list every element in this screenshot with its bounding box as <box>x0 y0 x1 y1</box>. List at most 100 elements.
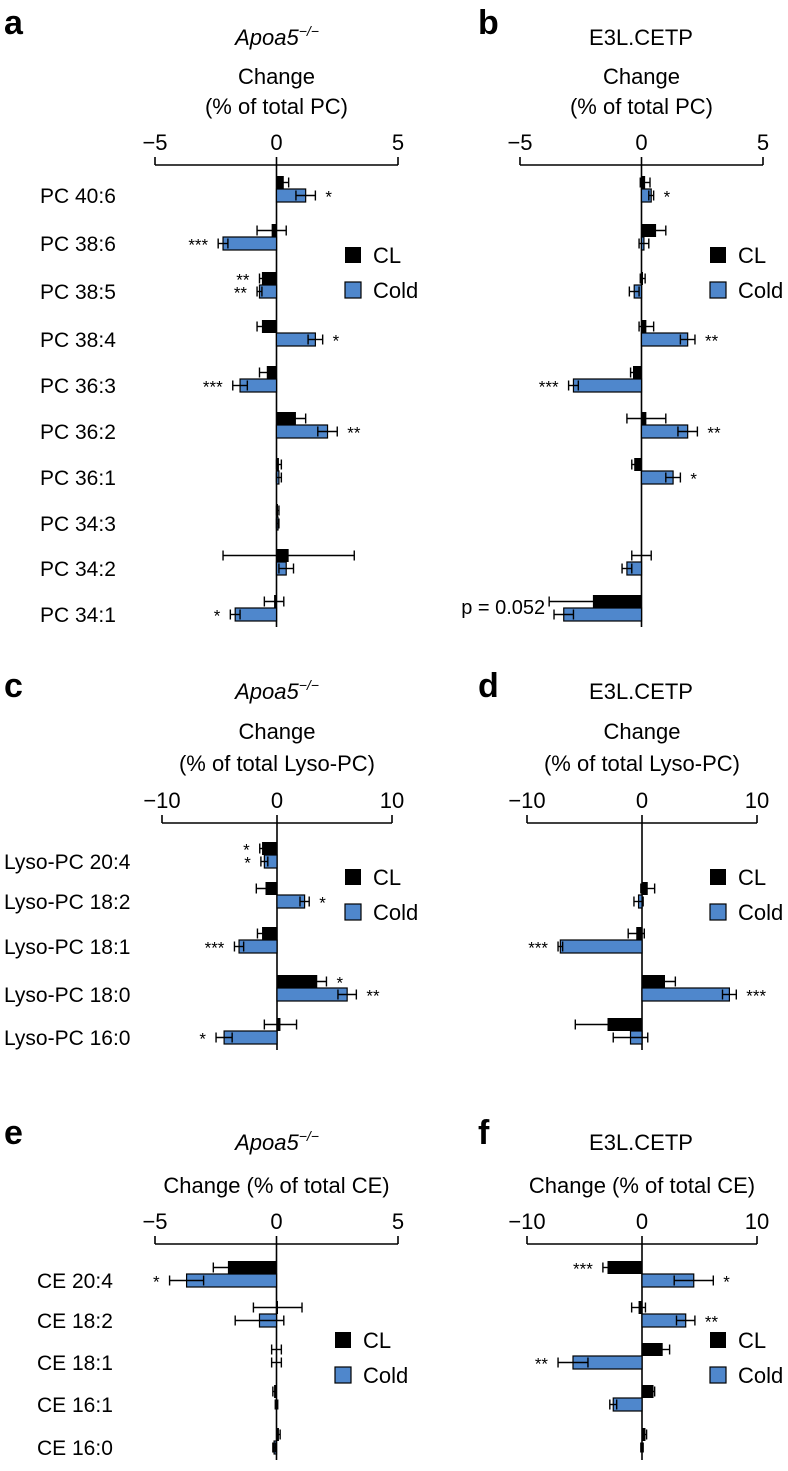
axis-title: (% of total Lyso-PC) <box>544 751 740 776</box>
legend-swatch-cl <box>710 1332 726 1348</box>
significance-label: * <box>199 1030 206 1049</box>
axis-title: Change <box>238 719 315 744</box>
axis-title: Change <box>603 64 680 89</box>
panel-title: Apoa5−/− <box>233 23 319 50</box>
significance-label: * <box>336 974 343 993</box>
x-tick-label: 0 <box>270 1209 282 1234</box>
legend-swatch-cold <box>334 1366 352 1384</box>
x-tick-label: −5 <box>142 1209 167 1234</box>
category-label: PC 36:2 <box>40 421 116 444</box>
panel-title: E3L.CETP <box>589 1130 693 1155</box>
bar-cl <box>262 927 277 940</box>
category-label: Lyso-PC 20:4 <box>4 851 131 874</box>
legend-label: Cold <box>373 900 418 925</box>
bar-cl <box>261 272 277 285</box>
category-label: PC 38:6 <box>40 233 116 256</box>
significance-label: ** <box>535 1355 549 1374</box>
bar-cl <box>642 1343 663 1356</box>
category-label: CE 20:4 <box>37 1270 113 1293</box>
category-label: PC 34:3 <box>40 513 116 536</box>
chart-panel-a: a Apoa5−/− Change (% of total PC) −5 0 5 PC 40:… <box>4 4 418 627</box>
legend-swatch-cold <box>344 281 362 299</box>
bar-cl <box>227 1261 277 1274</box>
legend-swatch-cold <box>709 1366 727 1384</box>
x-tick-label: 5 <box>757 130 769 155</box>
chart-panel-c: c Apoa5−/− Change (% of total Lyso-PC) −10 0 1… <box>4 667 418 1050</box>
legend-label: Cold <box>363 1363 408 1388</box>
significance-label: ** <box>347 424 361 443</box>
significance-label: ** <box>236 271 250 290</box>
significance-label: *** <box>205 939 225 958</box>
x-tick-label: 0 <box>636 788 648 813</box>
category-label: PC 36:1 <box>40 467 116 490</box>
panel-letter: e <box>4 1114 23 1152</box>
x-tick-label: −5 <box>142 130 167 155</box>
legend-swatch-cl <box>710 247 726 263</box>
legend-label: CL <box>373 243 401 268</box>
significance-label: * <box>244 854 251 873</box>
x-tick-label: 5 <box>392 1209 404 1234</box>
panel-title: Apoa5−/− <box>233 677 319 704</box>
significance-label: ** <box>707 424 721 443</box>
legend-label: CL <box>738 865 766 890</box>
x-tick-label: 5 <box>392 130 404 155</box>
legend-swatch-cl <box>345 247 361 263</box>
bar-cl <box>262 842 277 855</box>
legend-label: Cold <box>373 278 418 303</box>
x-tick-label: 0 <box>635 130 647 155</box>
x-tick-label: 0 <box>271 788 283 813</box>
significance-label: ** <box>705 332 719 351</box>
significance-label: *** <box>528 939 548 958</box>
panel-letter: c <box>4 667 23 705</box>
significance-label: * <box>690 470 697 489</box>
legend-swatch-cold <box>344 903 362 921</box>
significance-label: *** <box>539 378 559 397</box>
significance-label: * <box>723 1273 730 1292</box>
significance-label: ** <box>234 284 248 303</box>
significance-label: ** <box>705 1313 719 1332</box>
x-tick-label: −10 <box>143 788 180 813</box>
legend-label: CL <box>738 243 766 268</box>
bar-cl <box>642 1385 654 1398</box>
category-label: PC 34:1 <box>40 604 116 627</box>
significance-label: *** <box>746 987 766 1006</box>
bar-cold <box>563 607 643 622</box>
x-tick-label: 10 <box>380 788 404 813</box>
bar-cl <box>277 975 318 988</box>
panel-letter: b <box>478 4 499 42</box>
axis-title: Change <box>603 719 680 744</box>
significance-label: * <box>319 894 326 913</box>
bar-cold <box>641 987 731 1002</box>
bar-cl <box>261 320 277 333</box>
category-label: PC 38:4 <box>40 329 116 352</box>
significance-label: * <box>243 841 250 860</box>
legend-label: Cold <box>738 1363 783 1388</box>
legend-label: CL <box>373 865 401 890</box>
bar-cl <box>634 458 642 471</box>
bar-cold <box>572 378 643 393</box>
x-tick-label: −10 <box>508 788 545 813</box>
significance-label: *** <box>573 1260 593 1279</box>
bar-cold <box>238 939 278 954</box>
axis-title: (% of total PC) <box>570 94 713 119</box>
bar-cl <box>632 366 642 379</box>
x-tick-label: 0 <box>636 1209 648 1234</box>
legend-swatch-cold <box>709 281 727 299</box>
panel-title: Apoa5−/− <box>233 1128 319 1155</box>
axis-title: (% of total Lyso-PC) <box>179 751 375 776</box>
significance-label: ** <box>366 987 380 1006</box>
panel-title: E3L.CETP <box>589 679 693 704</box>
bar-cold <box>222 236 278 251</box>
category-label: PC 36:3 <box>40 375 116 398</box>
category-label: Lyso-PC 16:0 <box>4 1027 130 1050</box>
category-label: PC 34:2 <box>40 558 116 581</box>
category-label: CE 18:1 <box>37 1352 113 1375</box>
category-label: PC 38:5 <box>40 281 116 304</box>
x-tick-label: 10 <box>745 788 769 813</box>
panel-letter: a <box>4 4 24 42</box>
bar-cl <box>642 975 665 988</box>
significance-label: * <box>333 332 340 351</box>
legend-label: Cold <box>738 900 783 925</box>
legend-swatch-cold <box>709 903 727 921</box>
